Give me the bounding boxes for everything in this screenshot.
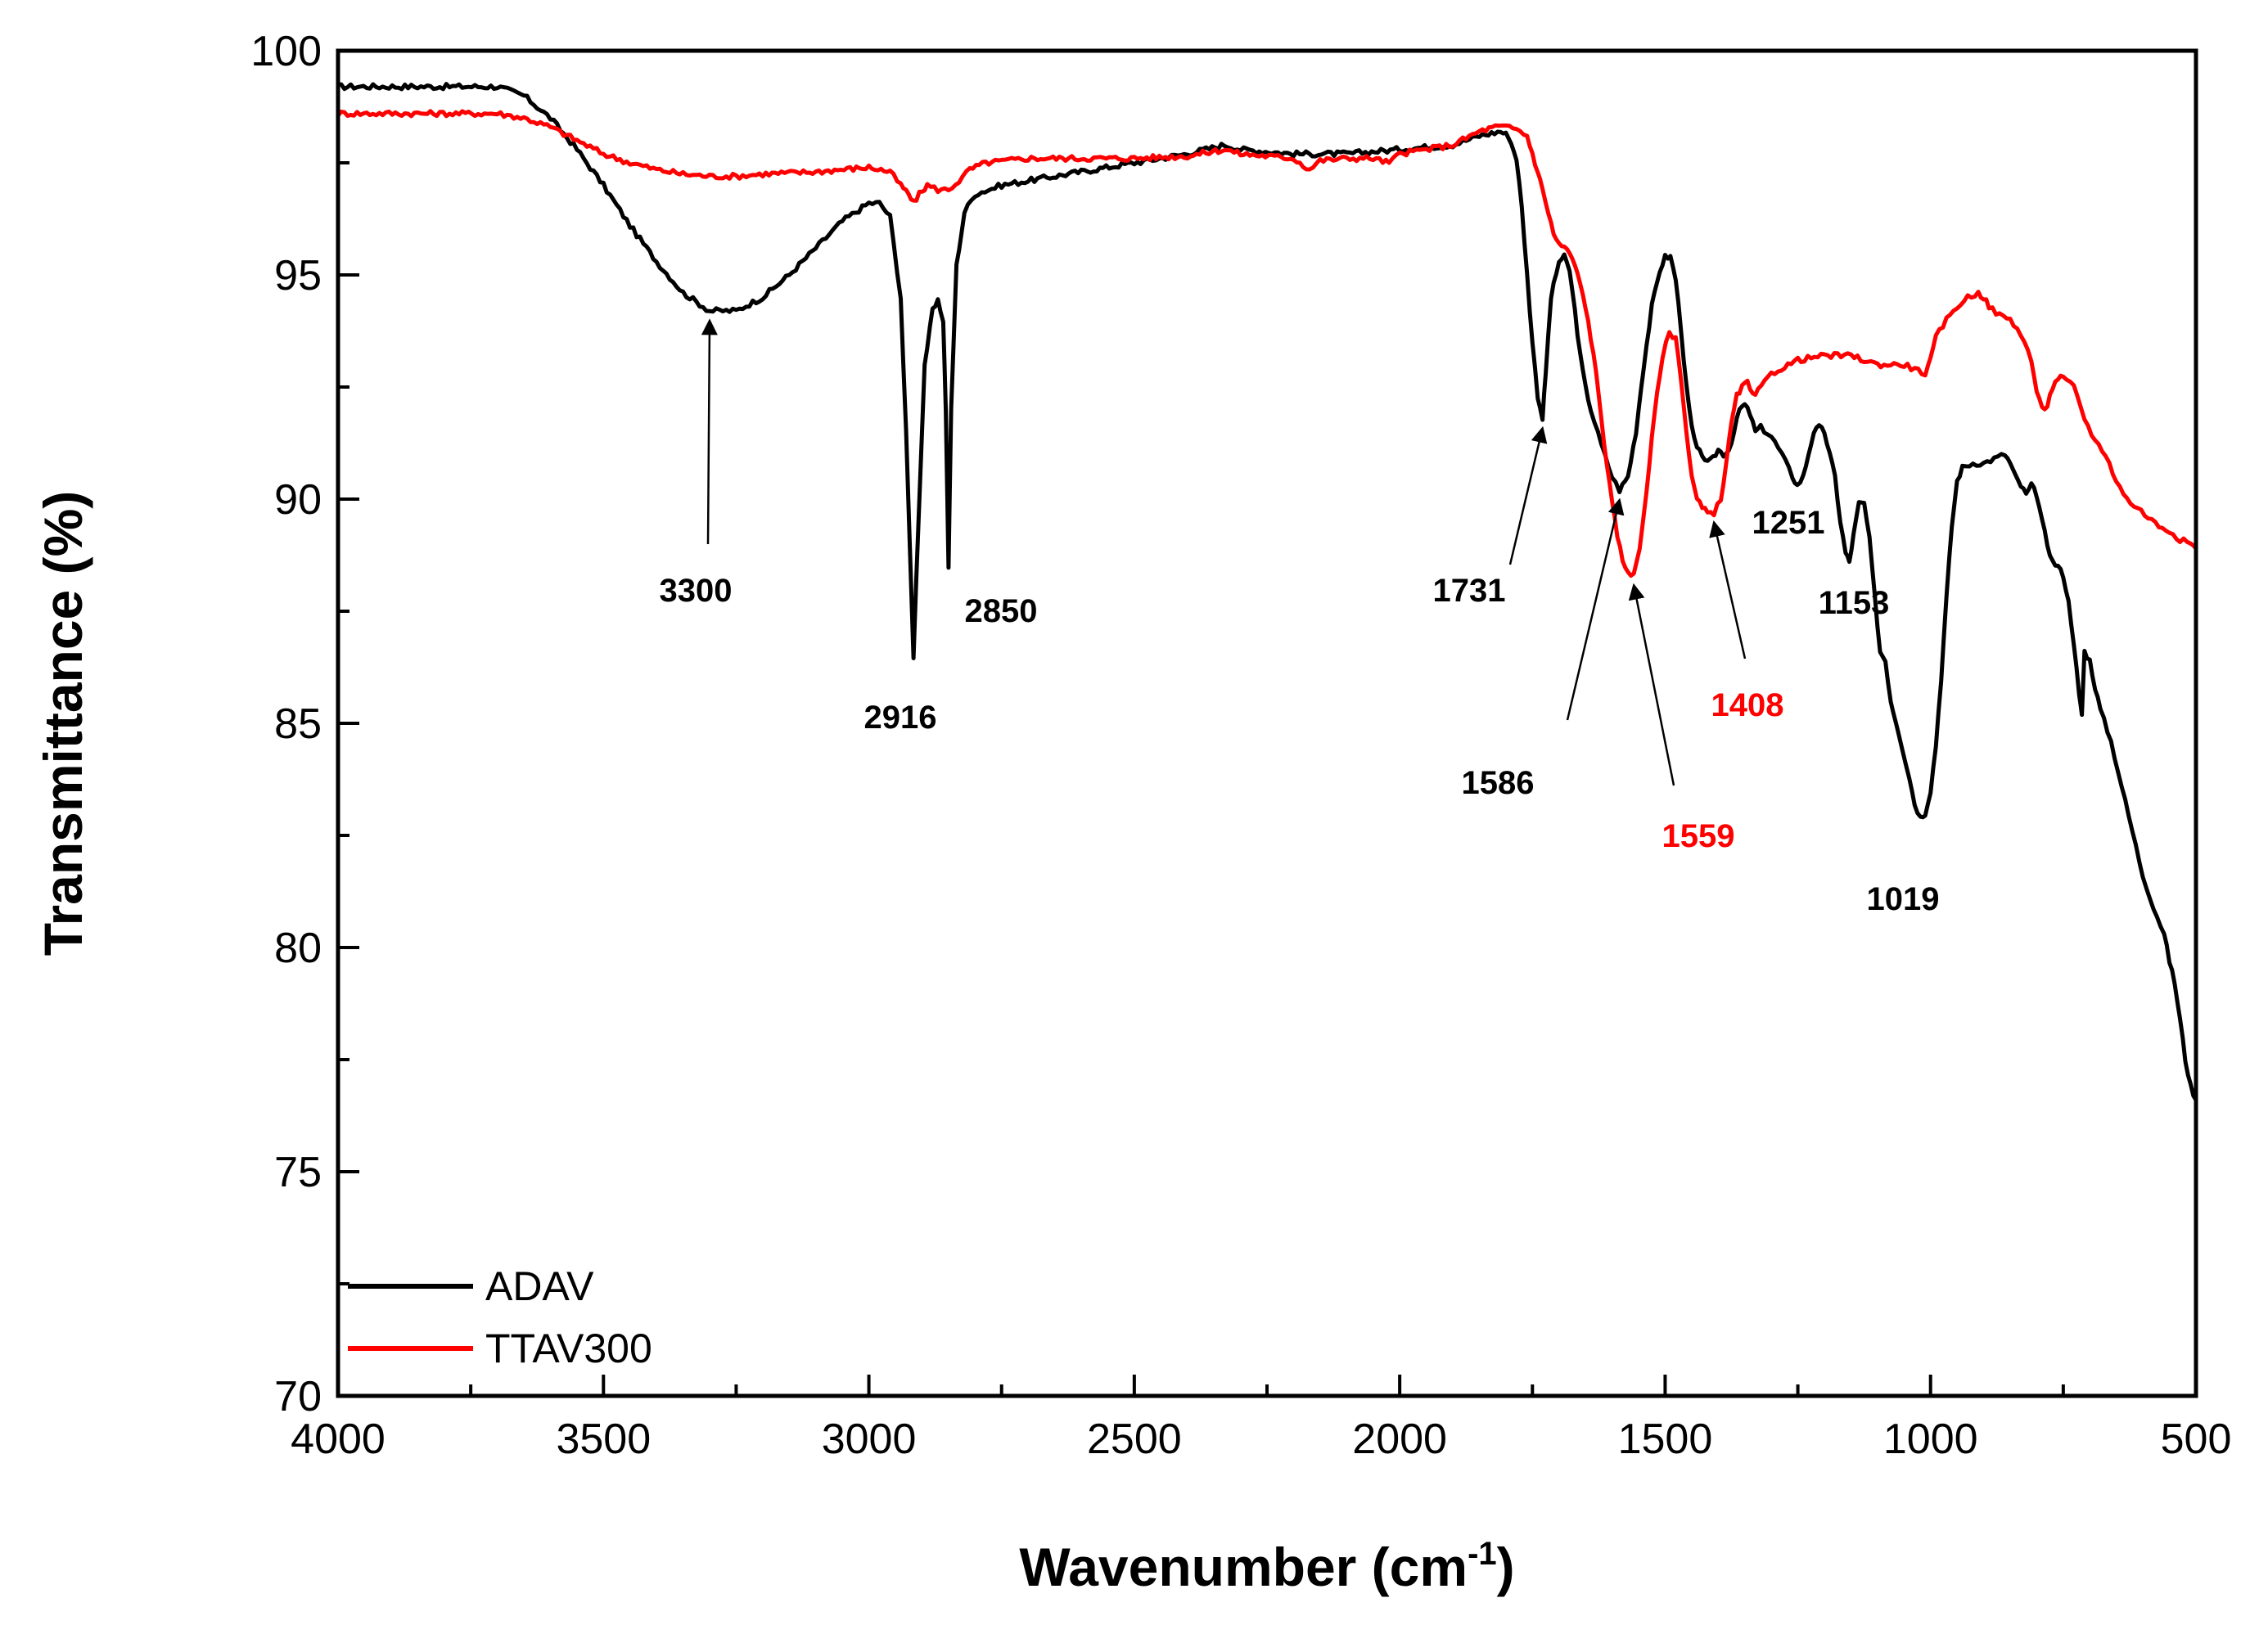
annotation-label-1251: 1251	[1752, 505, 1825, 541]
x-tick-label: 500	[2161, 1416, 2232, 1463]
annotation-arrow-1408	[1709, 520, 1747, 659]
y-tick-label: 100	[250, 28, 322, 75]
y-axis-title: Transmittance (%)	[33, 491, 93, 956]
y-tick-label: 70	[274, 1373, 322, 1420]
annotation-label-1559: 1559	[1662, 818, 1735, 854]
annotation-label-2916: 2916	[864, 700, 937, 736]
x-tick-label: 1000	[1883, 1416, 1978, 1463]
legend-label-ttav300: TTAV300	[485, 1326, 652, 1371]
x-tick-label: 4000	[291, 1416, 386, 1463]
y-tick-label: 80	[274, 925, 322, 972]
series-layer	[336, 82, 2198, 1101]
annotation-label-1019: 1019	[1867, 881, 1940, 917]
x-tick-label: 2500	[1087, 1416, 1182, 1463]
annotation-label-3300: 3300	[660, 573, 733, 609]
annotation-layer: 3300 2916 2850 1731 1586 1559 1408 1251 1153 1019	[660, 318, 1940, 917]
x-axis-title-close: )	[1497, 1537, 1515, 1597]
annotation-label-1586: 1586	[1462, 765, 1535, 801]
x-tick-label: 3000	[822, 1416, 917, 1463]
y-tick-label: 85	[274, 700, 322, 748]
annotation-label-1731: 1731	[1433, 573, 1506, 609]
x-tick-label: 1500	[1618, 1416, 1713, 1463]
x-axis-title-superscript: -1	[1468, 1536, 1497, 1572]
series-line-ttav300	[336, 109, 2198, 578]
annotation-arrow-1559	[1628, 583, 1675, 786]
annotation-label-1408: 1408	[1711, 687, 1784, 723]
x-tick-label: 3500	[556, 1416, 651, 1463]
series-line-adav	[337, 82, 2198, 1101]
annotation-arrow-1731	[1508, 425, 1548, 565]
annotation-arrow-1586	[1566, 497, 1625, 721]
annotation-arrow-3300	[701, 318, 718, 545]
tick-layer: 4000 3500 3000 2500 2000 1500 1000 500 70 75 80 85 9…	[250, 28, 2231, 1463]
x-axis-title: Wavenumber (cm-1)	[1019, 1536, 1514, 1597]
legend-label-adav: ADAV	[485, 1263, 594, 1309]
y-tick-label: 75	[274, 1149, 322, 1196]
y-tick-label: 90	[274, 476, 322, 524]
annotation-label-1153: 1153	[1819, 585, 1890, 621]
plot-frame	[336, 48, 2198, 1398]
legend: ADAV TTAV300	[348, 1263, 652, 1371]
annotation-label-2850: 2850	[965, 593, 1038, 629]
x-axis-title-main: Wavenumber (cm	[1019, 1537, 1468, 1597]
x-tick-label: 2000	[1352, 1416, 1447, 1463]
y-tick-label: 95	[274, 252, 322, 299]
